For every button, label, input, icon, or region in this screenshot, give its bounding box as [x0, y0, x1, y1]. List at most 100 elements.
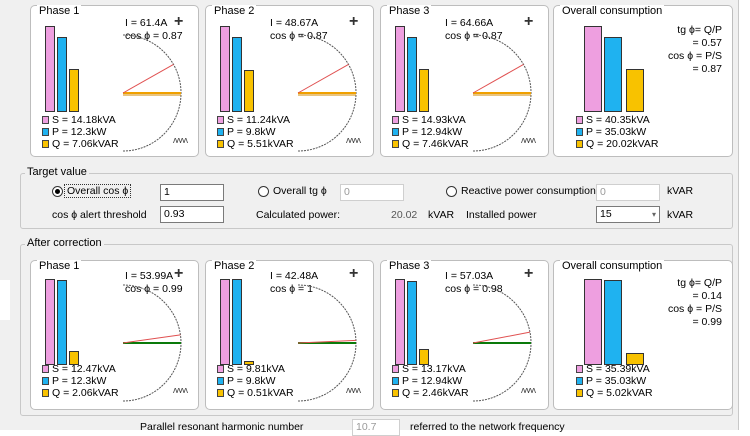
after-correction-title: After correction: [25, 237, 104, 249]
active-power-text: P = 9.8kW: [227, 126, 276, 138]
legend-s-swatch: [217, 365, 224, 373]
overall-tg-radio[interactable]: [258, 186, 269, 197]
apparent-power-vector: [297, 339, 356, 344]
reactive-power-text: Q = 7.06kVAR: [52, 138, 119, 150]
legend-s-swatch: [392, 365, 399, 373]
apparent-power-text: S = 14.18kVA: [52, 114, 116, 126]
before-phase2-panel: Phase 2 I = 48.67A cos ϕ = 0.87 + ᴧᴧᴧᴧ S…: [205, 5, 374, 157]
apparent-power-text: S = 9.81kVA: [227, 363, 285, 375]
legend-s-swatch: [217, 116, 224, 124]
apparent-power-text: S = 11.24kVA: [227, 114, 290, 126]
legend-s-swatch: [42, 116, 49, 124]
reactive-power-radio[interactable]: [446, 186, 457, 197]
alert-threshold-label: cos ϕ alert threshold: [52, 209, 147, 221]
coil-icon: ᴧᴧᴧᴧ: [346, 385, 361, 395]
installed-power-label: Installed power: [466, 209, 537, 221]
active-power-text: P = 12.3kW: [52, 126, 107, 138]
plus-icon[interactable]: +: [174, 13, 184, 30]
installed-power-select[interactable]: 15 ▾: [596, 206, 660, 223]
cos-phi-value: cos ϕ = 1: [270, 283, 313, 295]
tg-value: = 0.57: [692, 37, 723, 49]
bar-apparent-power: [220, 279, 230, 365]
phase-meter: [472, 284, 532, 402]
tg-formula: tg ϕ= Q/P: [677, 277, 722, 289]
cos-phi-value: cos ϕ = 0.98: [445, 283, 503, 295]
before-phase1-panel: Phase 1 I = 61.4A cos ϕ = 0.87 + ᴧᴧᴧᴧ S …: [30, 5, 199, 157]
overall-cos-radio[interactable]: [52, 186, 63, 197]
legend-p-swatch: [576, 128, 583, 136]
legend-p-swatch: [392, 377, 399, 385]
bar-active-power: [604, 37, 622, 112]
legend-p-swatch: [42, 377, 49, 385]
bar-apparent-power: [220, 26, 230, 112]
bar-reactive-power: [244, 361, 254, 365]
legend-q-swatch: [42, 140, 49, 148]
overall-tg-input[interactable]: 0: [340, 184, 404, 201]
legend-p-swatch: [217, 128, 224, 136]
tg-formula: tg ϕ= Q/P: [677, 24, 722, 36]
after-overall-panel: Overall consumption tg ϕ= Q/P = 0.14 cos…: [553, 260, 733, 410]
phase-meter: [122, 34, 182, 152]
legend-p-swatch: [217, 377, 224, 385]
plus-icon[interactable]: +: [524, 13, 534, 30]
before-phase3-panel: Phase 3 I = 64.66A cos ϕ = 0.87 + ᴧᴧᴧᴧ S…: [380, 5, 549, 157]
overall-cos-label[interactable]: Overall cos ϕ: [63, 184, 132, 198]
apparent-power-text: S = 12.47kVA: [52, 363, 116, 375]
harmonic-number-label: Parallel resonant harmonic number: [140, 421, 304, 433]
bar-active-power: [57, 280, 67, 365]
panel-title: Phase 3: [387, 260, 432, 272]
reactive-power-label[interactable]: Reactive power consumption: [461, 185, 596, 197]
coil-icon: ᴧᴧᴧᴧ: [346, 135, 361, 145]
apparent-power-vector: [472, 331, 531, 344]
legend-s-swatch: [392, 116, 399, 124]
bar-apparent-power: [45, 279, 55, 365]
target-value-group: [20, 173, 733, 229]
reactive-power-text: Q = 0.51kVAR: [227, 387, 294, 399]
current-value: I = 53.99A: [125, 270, 174, 282]
plus-icon[interactable]: +: [349, 265, 359, 282]
plus-icon[interactable]: +: [349, 13, 359, 30]
installed-power-value: 15: [600, 208, 612, 220]
overall-tg-label[interactable]: Overall tg ϕ: [273, 185, 327, 197]
tg-value: = 0.14: [692, 290, 723, 302]
overall-cos-input[interactable]: 1: [160, 184, 224, 201]
apparent-power-text: S = 35.39kVA: [586, 363, 650, 375]
active-power-text: P = 12.3kW: [52, 375, 107, 387]
chevron-down-icon[interactable]: ▾: [651, 210, 656, 219]
panel-title: Phase 2: [212, 260, 257, 272]
active-power-text: P = 35.03kW: [586, 375, 647, 387]
phase-meter: [297, 284, 357, 402]
reactive-power-input[interactable]: 0: [596, 184, 660, 201]
legend-q-swatch: [217, 389, 224, 397]
calculated-power-label: Calculated power:: [256, 209, 341, 221]
bar-apparent-power: [395, 26, 405, 112]
phase-meter: [297, 34, 357, 152]
reactive-power-text: Q = 2.46kVAR: [402, 387, 469, 399]
current-value: I = 61.4A: [125, 17, 168, 29]
cos-phi-value: cos ϕ = 0.87: [270, 30, 328, 42]
active-power-text: P = 35.03kW: [586, 126, 647, 138]
apparent-power-text: S = 40.35kVA: [586, 114, 650, 126]
plus-icon[interactable]: +: [524, 265, 534, 282]
coil-icon: ᴧᴧᴧᴧ: [521, 135, 536, 145]
cos-formula: cos ϕ = P/S: [667, 303, 722, 315]
legend-s-swatch: [576, 116, 583, 124]
legend-p-swatch: [392, 128, 399, 136]
background-app-edge: [0, 280, 10, 320]
panel-title: Overall consumption: [560, 260, 665, 272]
after-phase1-panel: Phase 1 I = 53.99A cos ϕ = 0.99 + ᴧᴧᴧᴧ S…: [30, 260, 199, 410]
alert-threshold-input[interactable]: 0.93: [160, 206, 224, 223]
cos-phi-value: cos ϕ = 0.99: [125, 283, 183, 295]
apparent-power-text: S = 14.93kVA: [402, 114, 466, 126]
reactive-power-text: Q = 20.02kVAR: [586, 138, 659, 150]
current-value: I = 57.03A: [445, 270, 494, 282]
harmonic-number-input[interactable]: 10.7: [352, 419, 400, 436]
coil-icon: ᴧᴧᴧᴧ: [173, 135, 188, 145]
plus-icon[interactable]: +: [174, 265, 184, 282]
reactive-power-text: Q = 2.06kVAR: [52, 387, 119, 399]
bar-active-power: [232, 279, 242, 365]
coil-icon: ᴧᴧᴧᴧ: [173, 385, 188, 395]
legend-s-swatch: [576, 365, 583, 373]
active-power-text: P = 12.94kW: [402, 126, 463, 138]
